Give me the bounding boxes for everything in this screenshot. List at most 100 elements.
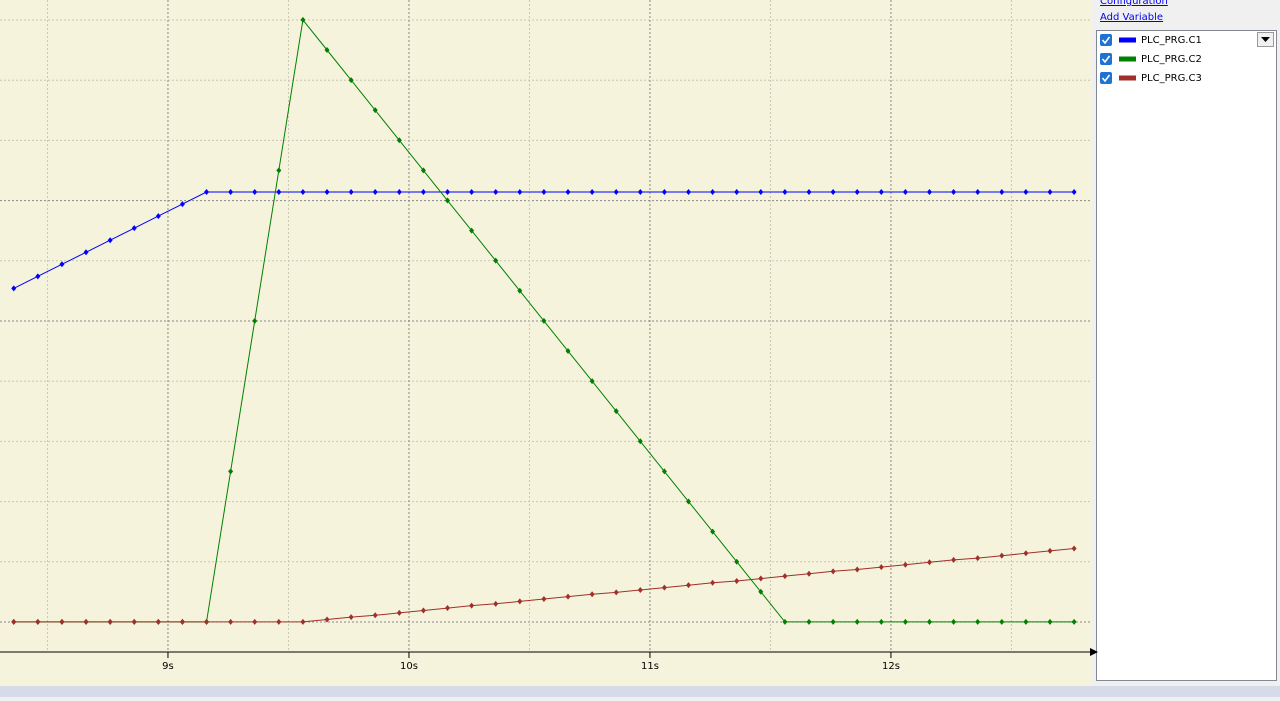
data-point xyxy=(179,201,185,208)
data-point xyxy=(565,593,571,600)
checkbox[interactable] xyxy=(1100,53,1112,65)
x-tick-label: 10s xyxy=(400,661,418,672)
data-point xyxy=(1023,618,1029,625)
data-point xyxy=(541,317,547,324)
data-point xyxy=(927,189,933,196)
data-point xyxy=(878,564,884,571)
data-point xyxy=(300,189,306,196)
data-point xyxy=(493,600,499,607)
data-point xyxy=(252,618,258,625)
data-point xyxy=(276,167,282,174)
legend-swatch xyxy=(1119,37,1136,43)
data-point xyxy=(710,189,716,196)
legend-swatch xyxy=(1119,75,1136,81)
data-point xyxy=(878,618,884,625)
data-point xyxy=(35,618,41,625)
legend-label: PLC_PRG.C1 xyxy=(1141,35,1202,46)
data-point xyxy=(179,618,185,625)
data-point xyxy=(710,528,716,535)
data-point xyxy=(951,618,957,625)
data-point xyxy=(902,561,908,568)
data-point xyxy=(734,577,740,584)
legend-label: PLC_PRG.C3 xyxy=(1141,73,1202,84)
data-point xyxy=(830,189,836,196)
data-point xyxy=(830,618,836,625)
data-point xyxy=(107,618,113,625)
data-point xyxy=(1023,189,1029,196)
data-point xyxy=(276,618,282,625)
data-point xyxy=(975,618,981,625)
data-point xyxy=(372,107,378,114)
data-point xyxy=(758,575,764,582)
data-point xyxy=(830,568,836,575)
data-point xyxy=(1023,550,1029,557)
data-point xyxy=(469,189,475,196)
data-point xyxy=(710,579,716,586)
data-point xyxy=(541,596,547,603)
data-point xyxy=(420,607,426,614)
variable-list xyxy=(1096,30,1277,681)
legend-swatch xyxy=(1119,56,1136,62)
link[interactable]: Configuration xyxy=(1100,0,1168,7)
data-point xyxy=(806,570,812,577)
data-point xyxy=(469,227,475,234)
data-point xyxy=(927,618,933,625)
data-point xyxy=(348,189,354,196)
data-point xyxy=(1047,547,1053,554)
data-point xyxy=(324,616,330,623)
data-point xyxy=(637,586,643,593)
data-point xyxy=(155,618,161,625)
data-point xyxy=(854,189,860,196)
data-point xyxy=(686,498,692,505)
data-point xyxy=(661,584,667,591)
data-point xyxy=(276,189,282,196)
data-point xyxy=(420,189,426,196)
data-point xyxy=(517,598,523,605)
data-point xyxy=(517,287,523,294)
data-point xyxy=(878,189,884,196)
data-point xyxy=(541,189,547,196)
data-point xyxy=(372,189,378,196)
data-point xyxy=(324,46,330,53)
data-point xyxy=(1071,545,1077,552)
status-bar xyxy=(0,686,1280,697)
data-point xyxy=(131,618,137,625)
data-point xyxy=(951,189,957,196)
data-point xyxy=(204,618,210,625)
data-point xyxy=(902,618,908,625)
checkbox[interactable] xyxy=(1100,34,1112,46)
data-point xyxy=(613,189,619,196)
data-point xyxy=(396,137,402,144)
data-point xyxy=(999,618,1005,625)
data-point xyxy=(420,167,426,174)
data-point xyxy=(131,225,137,232)
plot-area xyxy=(0,0,1092,686)
data-point xyxy=(83,618,89,625)
data-point xyxy=(493,257,499,264)
data-point xyxy=(1071,189,1077,196)
checkbox[interactable] xyxy=(1100,72,1112,84)
data-point xyxy=(445,189,451,196)
data-point xyxy=(204,189,210,196)
data-point xyxy=(300,618,306,625)
data-point xyxy=(999,189,1005,196)
data-point xyxy=(589,378,595,385)
data-point xyxy=(1071,618,1077,625)
data-point xyxy=(228,618,234,625)
data-point xyxy=(300,16,306,23)
link[interactable]: Add Variable xyxy=(1100,12,1163,23)
data-point xyxy=(902,189,908,196)
data-point xyxy=(155,213,161,220)
data-point xyxy=(228,468,234,475)
data-point xyxy=(613,589,619,596)
data-point xyxy=(11,618,17,625)
dropdown-arrow xyxy=(1261,37,1270,42)
data-point xyxy=(758,588,764,595)
data-point xyxy=(686,189,692,196)
checkmark xyxy=(1101,55,1111,64)
x-tick-label: 12s xyxy=(882,661,900,672)
data-point xyxy=(661,189,667,196)
checkmark xyxy=(1101,74,1111,83)
